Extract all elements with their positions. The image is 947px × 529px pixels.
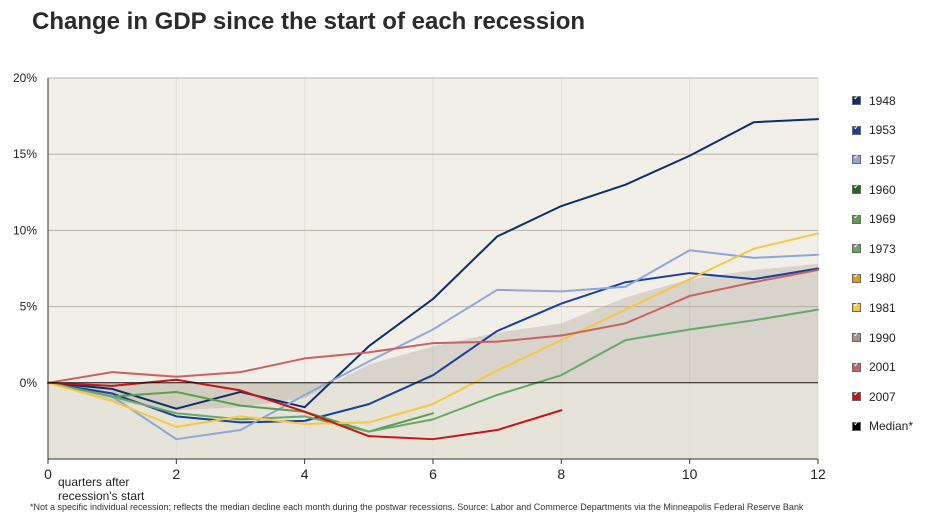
legend-label: 1969 — [869, 212, 896, 227]
legend-label: 1973 — [869, 241, 896, 256]
y-tick-label: 15% — [13, 147, 37, 161]
checkbox-icon[interactable] — [852, 330, 861, 343]
legend-item-1953[interactable]: 1953 — [852, 116, 944, 146]
footnote: *Not a specific individual recession; re… — [30, 502, 804, 512]
legend-label: 1981 — [869, 300, 896, 315]
x-tick-label: 4 — [301, 466, 309, 482]
x-axis-label-line2: recession's start — [58, 489, 145, 503]
checkbox-icon[interactable] — [852, 93, 861, 106]
series-line-2001 — [47, 269, 819, 384]
x-tick-label: 10 — [682, 466, 698, 482]
legend: 1948 1953 1957 1960 1969 1973 1980 1981 1990 2001… — [852, 86, 944, 441]
legend-label: 1980 — [869, 271, 896, 286]
series-line-1973 — [47, 308, 819, 433]
legend-label: 1953 — [869, 123, 896, 138]
checkbox-icon[interactable] — [852, 182, 861, 195]
legend-item-1980[interactable]: 1980 — [852, 264, 944, 294]
x-tick-label: 12 — [810, 466, 826, 482]
legend-item-1990[interactable]: 1990 — [852, 323, 944, 353]
x-tick-label: 0 — [44, 466, 52, 482]
series-line-1948 — [47, 118, 819, 410]
legend-label: Median* — [869, 419, 914, 434]
legend-item-2007[interactable]: 2007 — [852, 382, 944, 412]
legend-label: 2007 — [869, 389, 896, 404]
chart-title: Change in GDP since the start of each re… — [32, 8, 586, 35]
legend-item-1973[interactable]: 1973 — [852, 234, 944, 264]
checkbox-icon[interactable] — [852, 152, 861, 165]
series-line-2007 — [47, 378, 563, 441]
legend-item-1948[interactable]: 1948 — [852, 86, 944, 116]
legend-item-1969[interactable]: 1969 — [852, 204, 944, 234]
checkbox-icon[interactable] — [852, 360, 861, 372]
median-band — [48, 263, 818, 411]
checkbox-icon[interactable] — [852, 389, 861, 402]
legend-label: 1960 — [869, 182, 896, 197]
series-line-1953 — [47, 267, 819, 424]
legend-item-1957[interactable]: 1957 — [852, 145, 944, 175]
y-tick-label: 10% — [13, 223, 37, 237]
legend-label: 1948 — [869, 93, 896, 108]
y-tick-label: 0% — [20, 376, 38, 390]
legend-item-1981[interactable]: 1981 — [852, 293, 944, 323]
x-axis-label: quarters after recession's start — [58, 475, 144, 503]
checkbox-icon[interactable] — [852, 123, 861, 135]
y-tick-label: 5% — [20, 300, 38, 314]
checkbox-icon[interactable] — [852, 212, 861, 224]
x-tick-label: 8 — [557, 466, 565, 482]
legend-label: 1990 — [869, 330, 896, 345]
checkbox-icon[interactable] — [852, 300, 861, 313]
legend-item-2001[interactable]: 2001 — [852, 352, 944, 382]
checkbox-icon[interactable] — [852, 271, 861, 283]
x-tick-label: 2 — [172, 466, 180, 482]
legend-label: 1957 — [869, 152, 896, 167]
y-tick-label: 20% — [13, 71, 37, 85]
x-axis-label-line1: quarters after — [58, 475, 130, 489]
checkbox-icon[interactable] — [852, 241, 861, 254]
series-line-1957 — [47, 249, 819, 441]
series-line-1981 — [47, 232, 819, 428]
x-tick-label: 6 — [429, 466, 437, 482]
legend-item-1960[interactable]: 1960 — [852, 175, 944, 205]
checkbox-icon[interactable] — [852, 419, 861, 431]
legend-label: 2001 — [869, 360, 896, 375]
legend-item-Median[interactable]: Median* — [852, 412, 944, 442]
